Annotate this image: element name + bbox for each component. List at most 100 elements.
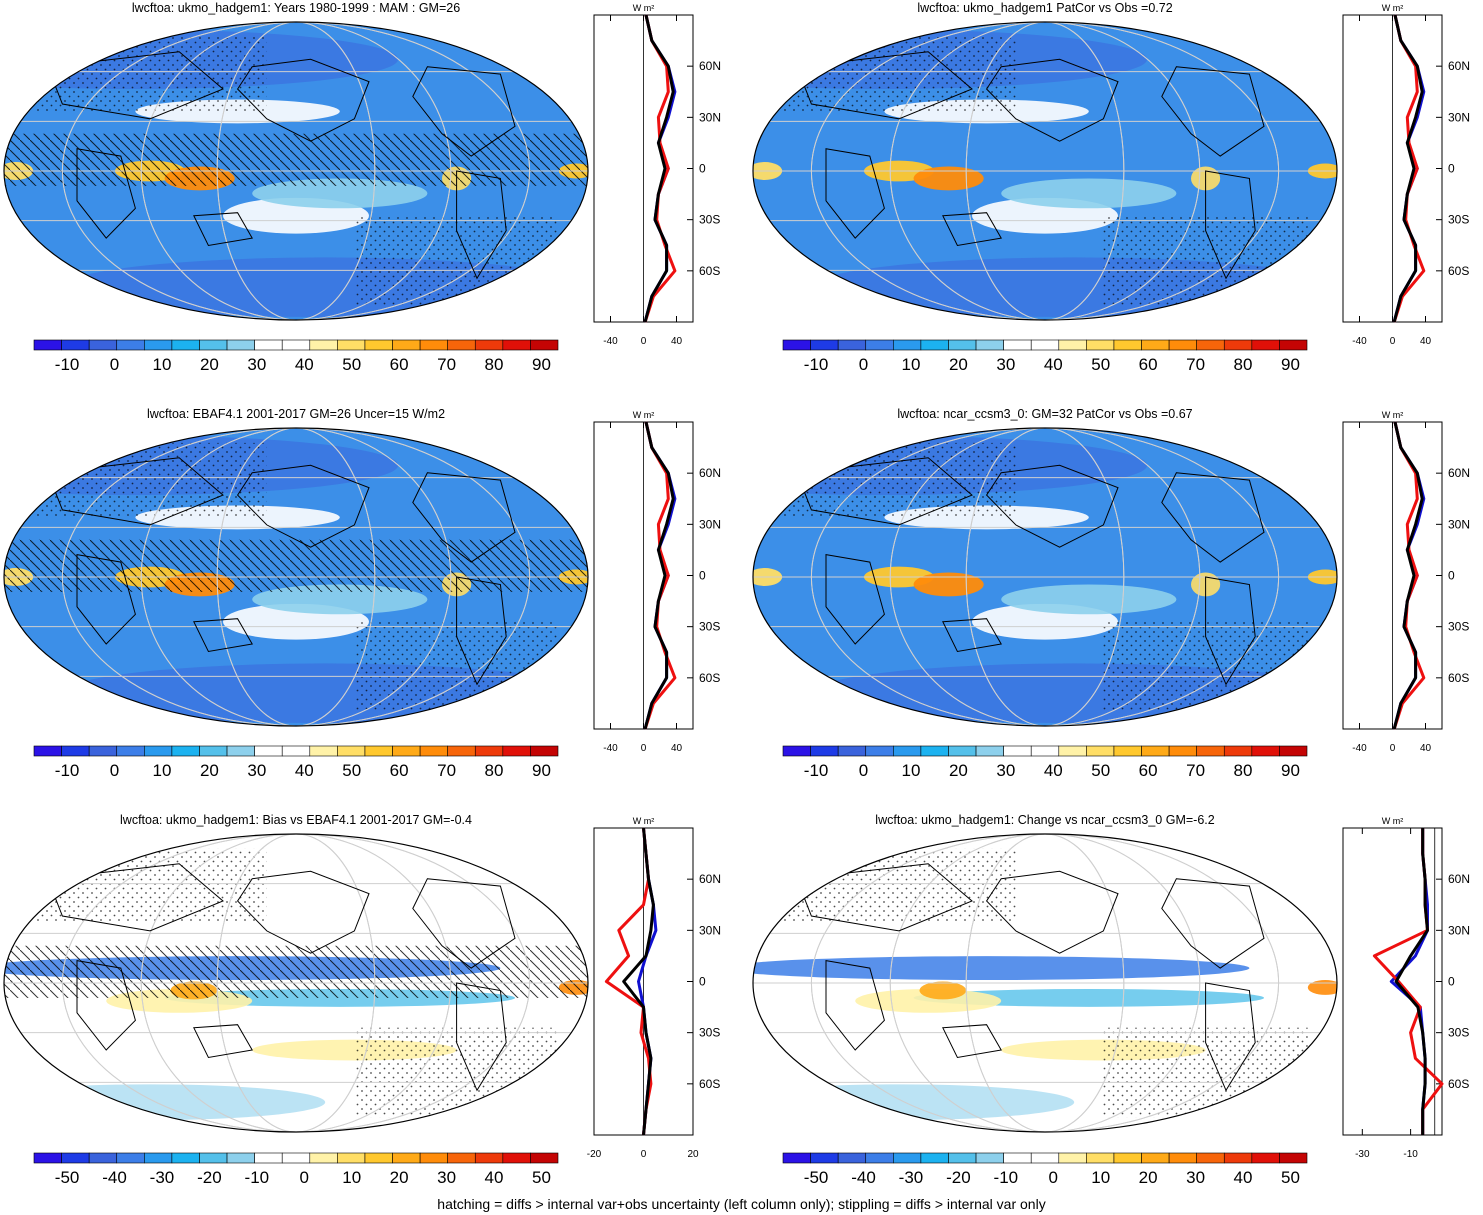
colorbar-label: -50 bbox=[55, 1168, 80, 1187]
zonal-profile-bottom-left-profile: 60N 30N 0 30S 60S -20 0 20 W m² bbox=[587, 816, 721, 1160]
colorbar-swatch bbox=[144, 339, 173, 351]
colorbar-label: -10 bbox=[55, 355, 80, 374]
colorbar-label: 50 bbox=[1281, 1168, 1300, 1187]
colorbar-swatch bbox=[364, 745, 393, 757]
colorbar-swatch bbox=[281, 1152, 311, 1164]
colorbar-swatch bbox=[502, 745, 531, 757]
colorbar-swatch bbox=[88, 339, 118, 351]
colorbar-label: 10 bbox=[1091, 1168, 1110, 1187]
x-tick-label: 40 bbox=[1420, 336, 1432, 347]
colorbar-label: 60 bbox=[390, 761, 409, 780]
continent-outline bbox=[985, 464, 1119, 548]
lat-label: 60S bbox=[699, 671, 720, 685]
colorbar-swatch bbox=[782, 1152, 811, 1164]
colorbar-label: 80 bbox=[1234, 761, 1253, 780]
profile-line-red bbox=[1372, 828, 1444, 1135]
continent-outline bbox=[412, 472, 516, 563]
colorbar-swatch bbox=[1030, 745, 1060, 757]
lat-label: 60S bbox=[1448, 264, 1469, 278]
map-title: lwcftoa: ncar_ccsm3_0: GM=32 PatCor vs O… bbox=[897, 407, 1192, 421]
colorbar-swatch bbox=[1113, 745, 1142, 757]
colorbar-swatch bbox=[447, 745, 476, 757]
colorbar-label: 0 bbox=[859, 355, 868, 374]
colorbar-swatch bbox=[447, 339, 476, 351]
map-title: lwcftoa: EBAF4.1 2001-2017 GM=26 Uncer=1… bbox=[147, 407, 445, 421]
graticule-lon bbox=[889, 834, 1201, 1132]
lat-label: 0 bbox=[1448, 162, 1455, 176]
colorbar-swatch bbox=[61, 1152, 90, 1164]
map-border bbox=[752, 427, 1338, 727]
colorbar-swatch bbox=[837, 745, 867, 757]
colorbar-swatch bbox=[975, 1152, 1004, 1164]
colorbar-label: 50 bbox=[342, 761, 361, 780]
graticule-lon bbox=[965, 22, 1125, 320]
colorbar-label: 10 bbox=[902, 761, 921, 780]
field-blob bbox=[252, 178, 428, 209]
lat-label: 60S bbox=[1448, 1077, 1469, 1091]
graticule-lon bbox=[965, 834, 1125, 1132]
colorbar-swatch bbox=[88, 745, 118, 757]
continent-outline bbox=[236, 58, 370, 142]
lat-label: 60S bbox=[699, 1077, 720, 1091]
colorbar-swatch bbox=[530, 745, 559, 757]
colorbar-swatch bbox=[920, 1152, 949, 1164]
lat-label: 30N bbox=[1448, 923, 1470, 937]
colorbar-swatch bbox=[1141, 745, 1170, 757]
colorbar-swatch bbox=[474, 745, 504, 757]
map-title: lwcftoa: ukmo_hadgem1: Bias vs EBAF4.1 2… bbox=[120, 813, 472, 827]
continent-outline bbox=[985, 58, 1119, 142]
lat-label: 60N bbox=[699, 59, 721, 73]
stippling bbox=[753, 36, 1016, 112]
field-blob bbox=[753, 956, 1250, 981]
colorbar-swatch bbox=[33, 339, 62, 351]
map-title: lwcftoa: ukmo_hadgem1: Change vs ncar_cc… bbox=[875, 813, 1214, 827]
map-field bbox=[753, 834, 1337, 1132]
colorbar-label: 0 bbox=[110, 761, 119, 780]
stippling bbox=[753, 848, 1016, 924]
colorbar-label: -10 bbox=[245, 1168, 270, 1187]
colorbar-swatch bbox=[1223, 339, 1253, 351]
colorbar-swatch bbox=[837, 339, 867, 351]
lat-label: 0 bbox=[699, 975, 706, 989]
colorbar-swatch bbox=[474, 339, 504, 351]
graticule-lon bbox=[216, 22, 376, 320]
colorbar-swatch bbox=[1141, 1152, 1170, 1164]
x-tick-label: 0 bbox=[1390, 743, 1396, 754]
colorbar-swatch bbox=[116, 339, 145, 351]
map-panel-top-left: lwcftoa: ukmo_hadgem1: Years 1980-1999 :… bbox=[3, 1, 589, 374]
colorbar-swatch bbox=[392, 745, 421, 757]
colorbar-swatch bbox=[1251, 745, 1280, 757]
continent-outline bbox=[825, 960, 885, 1051]
colorbar-label: 20 bbox=[949, 355, 968, 374]
colorbar-label: 10 bbox=[342, 1168, 361, 1187]
zonal-profile-top-left-profile: 60N 30N 0 30S 60S -40 0 40 W m² bbox=[593, 3, 721, 347]
colorbar: -10 0 10 20 30 40 50 60 70 80 90 bbox=[782, 339, 1308, 374]
colorbar-label: -20 bbox=[946, 1168, 971, 1187]
graticule-lon bbox=[889, 428, 1201, 726]
profile-line-black bbox=[1394, 828, 1429, 1135]
colorbar-swatch bbox=[1196, 1152, 1225, 1164]
lat-label: 30S bbox=[1448, 620, 1469, 634]
lat-label: 60N bbox=[1448, 466, 1470, 480]
colorbar-swatch bbox=[948, 1152, 977, 1164]
colorbar-swatch bbox=[1168, 745, 1197, 757]
map-border bbox=[3, 833, 589, 1133]
colorbar-label: 50 bbox=[532, 1168, 551, 1187]
colorbar-swatch bbox=[948, 339, 977, 351]
graticule-lon bbox=[216, 834, 376, 1132]
colorbar-swatch bbox=[1003, 745, 1032, 757]
colorbar-swatch bbox=[530, 1152, 559, 1164]
colorbar-label: 30 bbox=[996, 355, 1015, 374]
continent-outline bbox=[825, 148, 885, 239]
field-blob bbox=[753, 1084, 1075, 1121]
map-field bbox=[4, 834, 588, 1132]
colorbar-swatch bbox=[392, 339, 421, 351]
map-field bbox=[4, 428, 588, 726]
colorbar-swatch bbox=[810, 745, 839, 757]
colorbar-swatch bbox=[1003, 1152, 1032, 1164]
graticule-lon bbox=[965, 428, 1125, 726]
colorbar-label: 80 bbox=[485, 355, 504, 374]
colorbar-swatch bbox=[1279, 745, 1308, 757]
lat-label: 30S bbox=[699, 620, 720, 634]
colorbar-swatch bbox=[920, 745, 949, 757]
